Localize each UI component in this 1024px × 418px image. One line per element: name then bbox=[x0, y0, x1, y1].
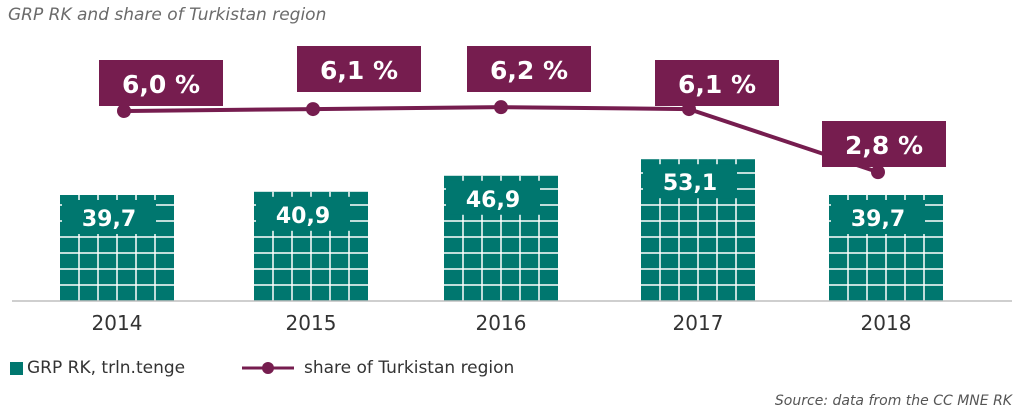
legend-label-share: share of Turkistan region bbox=[304, 358, 515, 378]
legend-item-grp: GRP RK, trln.tenge bbox=[10, 358, 185, 378]
bar-data-label: 46,9 bbox=[466, 188, 520, 213]
share-data-label: 6,1 % bbox=[678, 70, 756, 99]
bar-data-label: 39,7 bbox=[851, 207, 905, 232]
bar-2018: 39,7 bbox=[829, 195, 943, 301]
share-point-2016 bbox=[494, 100, 508, 115]
share-label-box bbox=[99, 60, 223, 106]
line-series: 6,0 % 6,1 % 6,2 % 6,1 % 2,8 % bbox=[99, 46, 946, 180]
x-tick-label: 2018 bbox=[861, 311, 912, 335]
share-label-box bbox=[655, 60, 779, 106]
share-data-label: 6,0 % bbox=[122, 70, 200, 99]
legend-swatch-line bbox=[242, 362, 294, 374]
share-label-box bbox=[467, 46, 591, 92]
bar-data-label: 53,1 bbox=[663, 171, 717, 196]
bar-data-label: 39,7 bbox=[82, 207, 136, 232]
chart-source: Source: data from the CC MNE RK bbox=[774, 393, 1012, 409]
bar-2017: 53,1 bbox=[641, 159, 755, 301]
x-tick-label: 2016 bbox=[476, 311, 527, 335]
legend-swatch-bar bbox=[10, 361, 23, 375]
share-data-label: 2,8 % bbox=[845, 131, 923, 160]
share-data-label: 6,2 % bbox=[490, 56, 568, 85]
share-point-2014 bbox=[117, 104, 131, 118]
bar-2016: 46,9 bbox=[444, 175, 558, 301]
bar-2014: 39,7 bbox=[60, 195, 174, 301]
x-tick-label: 2014 bbox=[92, 311, 143, 335]
x-axis-ticks: 2014 2015 2016 2017 2018 bbox=[92, 311, 912, 335]
share-data-label: 6,1 % bbox=[320, 56, 398, 85]
x-tick-label: 2015 bbox=[286, 311, 337, 335]
bar-series: 39,7 40,9 46,9 53,1 39,7 bbox=[60, 159, 943, 301]
share-label-box bbox=[297, 46, 421, 92]
share-line bbox=[123, 105, 879, 175]
x-tick-label: 2017 bbox=[673, 311, 724, 335]
bar-data-label: 40,9 bbox=[276, 204, 330, 229]
share-label-box bbox=[822, 121, 946, 167]
chart-title: GRP RK and share of Turkistan region bbox=[8, 5, 327, 25]
legend-label-grp: GRP RK, trln.tenge bbox=[27, 358, 186, 378]
share-point-2015 bbox=[306, 102, 320, 117]
legend-item-share: share of Turkistan region bbox=[240, 358, 514, 378]
bar-2015: 40,9 bbox=[254, 191, 368, 301]
share-point-2018 bbox=[871, 165, 885, 180]
